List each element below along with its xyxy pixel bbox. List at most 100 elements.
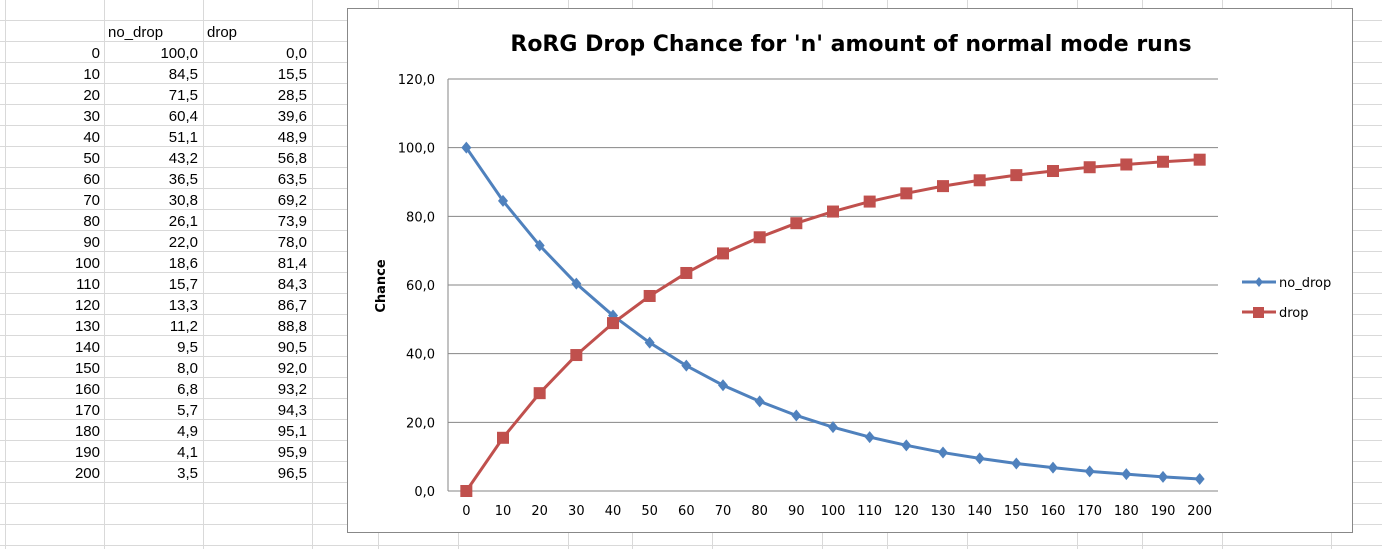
cell-no-drop[interactable]: 4,9 xyxy=(177,423,198,440)
x-tick-label: 160 xyxy=(1041,504,1066,519)
cell-n[interactable]: 90 xyxy=(83,234,100,251)
cell-drop[interactable]: 28,5 xyxy=(277,87,307,104)
data-point-no_drop xyxy=(754,395,765,408)
data-point-no_drop xyxy=(1048,461,1058,474)
cell-no-drop[interactable]: 60,4 xyxy=(168,108,198,125)
cell-no-drop[interactable]: 30,8 xyxy=(168,192,198,209)
cell-no-drop[interactable]: 84,5 xyxy=(168,66,198,83)
cell-drop[interactable]: 56,8 xyxy=(277,150,307,167)
cell-no-drop[interactable]: 11,2 xyxy=(169,318,198,335)
cell-n[interactable]: 70 xyxy=(83,192,100,209)
cell-n[interactable]: 110 xyxy=(76,276,100,293)
cell-no-drop[interactable]: 9,5 xyxy=(177,339,198,356)
cell-no-drop[interactable]: 18,6 xyxy=(168,255,198,272)
cell-n[interactable]: 150 xyxy=(74,360,100,377)
cell-no-drop[interactable]: 3,5 xyxy=(177,465,198,482)
cell-no-drop[interactable]: 36,5 xyxy=(168,171,198,188)
cell-drop[interactable]: 78,0 xyxy=(277,234,307,251)
cell-drop[interactable]: 95,1 xyxy=(277,423,307,440)
cell-drop[interactable]: 90,5 xyxy=(277,339,307,356)
cell-drop[interactable]: 73,9 xyxy=(277,213,307,230)
cell-no-drop[interactable]: 43,2 xyxy=(168,150,198,167)
x-tick-label: 10 xyxy=(495,504,512,519)
row-gridline xyxy=(0,545,1382,546)
header-cell-no-drop[interactable]: no_drop xyxy=(108,24,164,41)
x-tick-label: 120 xyxy=(894,504,919,519)
cell-n[interactable]: 50 xyxy=(83,150,100,167)
cell-n[interactable]: 30 xyxy=(83,108,100,125)
x-tick-label: 90 xyxy=(788,504,805,519)
x-tick-label: 110 xyxy=(857,504,882,519)
cell-n[interactable]: 200 xyxy=(74,465,100,482)
cell-n[interactable]: 190 xyxy=(74,444,100,461)
data-point-no_drop xyxy=(864,431,875,444)
data-point-drop xyxy=(643,289,656,302)
cell-no-drop[interactable]: 26,1 xyxy=(168,213,198,230)
data-point-drop xyxy=(827,205,839,218)
cell-drop[interactable]: 39,6 xyxy=(277,108,307,125)
cell-no-drop[interactable]: 51,1 xyxy=(168,129,198,146)
legend-label-no_drop: no_drop xyxy=(1279,276,1331,291)
chart[interactable]: RoRG Drop Chance for 'n' amount of norma… xyxy=(347,8,1353,533)
cell-drop[interactable]: 93,2 xyxy=(277,381,307,398)
cell-no-drop[interactable]: 8,0 xyxy=(177,360,198,377)
cell-drop[interactable]: 15,5 xyxy=(277,66,307,83)
cell-n[interactable]: 140 xyxy=(74,339,100,356)
cell-n[interactable]: 130 xyxy=(74,318,100,335)
cell-no-drop[interactable]: 15,7 xyxy=(168,276,198,293)
data-point-drop xyxy=(570,349,583,362)
legend-label-drop: drop xyxy=(1279,306,1309,321)
cell-drop[interactable]: 81,4 xyxy=(277,255,307,272)
data-point-no_drop xyxy=(644,336,655,349)
cell-n[interactable]: 170 xyxy=(74,402,100,419)
cell-n[interactable]: 120 xyxy=(74,297,100,314)
cell-no-drop[interactable]: 6,8 xyxy=(177,381,198,398)
cell-drop[interactable]: 0,0 xyxy=(286,45,307,62)
legend-marker-no_drop xyxy=(1255,277,1263,287)
data-point-drop xyxy=(1193,153,1206,166)
data-point-drop xyxy=(607,317,619,330)
column-gridline xyxy=(104,0,105,549)
data-point-drop xyxy=(497,431,509,444)
cell-n[interactable]: 80 xyxy=(83,213,100,230)
cell-drop[interactable]: 95,9 xyxy=(277,444,307,461)
y-tick-label: 20,0 xyxy=(406,416,435,431)
cell-no-drop[interactable]: 13,3 xyxy=(168,297,198,314)
cell-drop[interactable]: 88,8 xyxy=(277,318,307,335)
data-point-no_drop xyxy=(461,141,472,154)
cell-no-drop[interactable]: 4,1 xyxy=(177,444,198,461)
data-point-no_drop xyxy=(828,421,838,434)
cell-drop[interactable]: 86,7 xyxy=(277,297,307,314)
data-point-no_drop xyxy=(1084,465,1095,478)
cell-n[interactable]: 180 xyxy=(74,423,100,440)
data-point-drop xyxy=(1047,165,1059,178)
data-point-no_drop xyxy=(1121,468,1132,481)
column-gridline xyxy=(312,0,313,549)
cell-n[interactable]: 60 xyxy=(83,171,100,188)
cell-drop[interactable]: 84,3 xyxy=(277,276,307,293)
data-point-drop xyxy=(1157,155,1169,168)
cell-n[interactable]: 100 xyxy=(74,255,100,272)
y-tick-label: 80,0 xyxy=(406,210,435,225)
data-point-drop xyxy=(1083,161,1096,174)
cell-no-drop[interactable]: 100,0 xyxy=(160,45,198,62)
cell-n[interactable]: 160 xyxy=(74,381,100,398)
cell-drop[interactable]: 48,9 xyxy=(277,129,307,146)
cell-no-drop[interactable]: 5,7 xyxy=(177,402,198,419)
cell-no-drop[interactable]: 22,0 xyxy=(168,234,198,251)
cell-drop[interactable]: 94,3 xyxy=(277,402,307,419)
cell-n[interactable]: 10 xyxy=(83,66,100,83)
cell-drop[interactable]: 63,5 xyxy=(277,171,307,188)
cell-drop[interactable]: 69,2 xyxy=(277,192,307,209)
y-tick-label: 100,0 xyxy=(398,142,435,157)
header-cell-drop[interactable]: drop xyxy=(207,24,238,41)
cell-n[interactable]: 0 xyxy=(91,45,100,62)
cell-drop[interactable]: 96,5 xyxy=(277,465,307,482)
cell-n[interactable]: 20 xyxy=(83,87,100,104)
cell-drop[interactable]: 92,0 xyxy=(277,360,307,377)
y-tick-label: 60,0 xyxy=(406,279,435,294)
x-tick-label: 50 xyxy=(641,504,658,519)
cell-n[interactable]: 40 xyxy=(83,129,100,146)
x-tick-label: 130 xyxy=(931,504,956,519)
cell-no-drop[interactable]: 71,5 xyxy=(168,87,198,104)
